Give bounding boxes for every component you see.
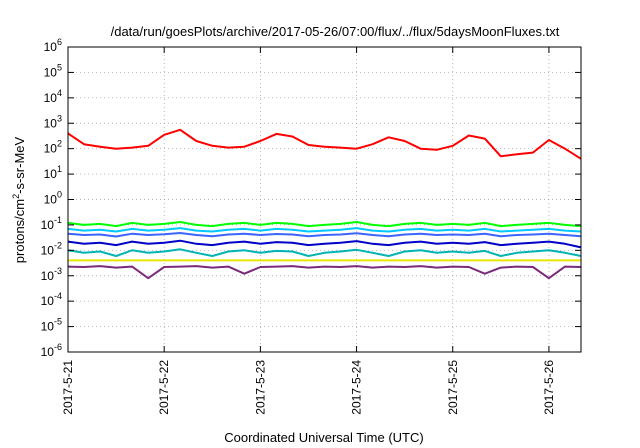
- y-axis-label-pre: protons/cm: [12, 199, 27, 263]
- y-tick-label: 102: [44, 139, 62, 156]
- y-tick-label: 105: [44, 62, 62, 79]
- y-tick-label: 10-2: [41, 240, 62, 257]
- y-tick-label: 10-6: [41, 342, 62, 359]
- x-axis-ticks: 2017-5-21 2017-5-22 2017-5-23 2017-5-24 2017…: [61, 47, 556, 415]
- series-line-6: [67, 248, 582, 257]
- y-tick-label: 101: [44, 164, 62, 181]
- y-tick-label: 10-4: [41, 291, 62, 308]
- x-tick-label: 2017-5-23: [253, 360, 267, 415]
- y-axis-label: protons/cm2-s-sr-MeV: [11, 136, 27, 263]
- y-axis-label-post: -s-sr-MeV: [12, 136, 27, 193]
- grid-lines: [68, 47, 581, 352]
- series-line-1: [67, 128, 582, 160]
- y-tick-label: 106: [44, 37, 62, 54]
- series-layer: [67, 128, 582, 280]
- y-tick-label: 10-5: [41, 317, 62, 334]
- series-line-5: [67, 239, 582, 249]
- y-axis-ticks: 10-6 10-5 10-4 10-3 10-2 10-1 100 101 102 103 104 1…: [41, 37, 581, 359]
- y-tick-label: 10-1: [41, 215, 62, 232]
- x-tick-label: 2017-5-25: [446, 360, 460, 415]
- y-axis-label-sup: 2: [11, 194, 21, 199]
- series-line-2: [67, 221, 582, 228]
- y-tick-label: 104: [44, 88, 62, 105]
- x-tick-label: 2017-5-26: [542, 360, 556, 415]
- y-tick-label: 100: [44, 190, 62, 207]
- x-tick-label: 2017-5-24: [350, 360, 364, 415]
- y-tick-label: 103: [44, 113, 62, 130]
- x-axis-label: Coordinated Universal Time (UTC): [224, 430, 423, 445]
- series-line-8: [67, 265, 582, 280]
- series-line-3: [67, 227, 582, 233]
- series-line-4: [67, 232, 582, 238]
- x-tick-label: 2017-5-22: [157, 360, 171, 415]
- x-tick-label: 2017-5-21: [61, 360, 75, 415]
- chart-title: /data/run/goesPlots/archive/2017-05-26/0…: [111, 24, 560, 39]
- y-tick-label: 10-3: [41, 266, 62, 283]
